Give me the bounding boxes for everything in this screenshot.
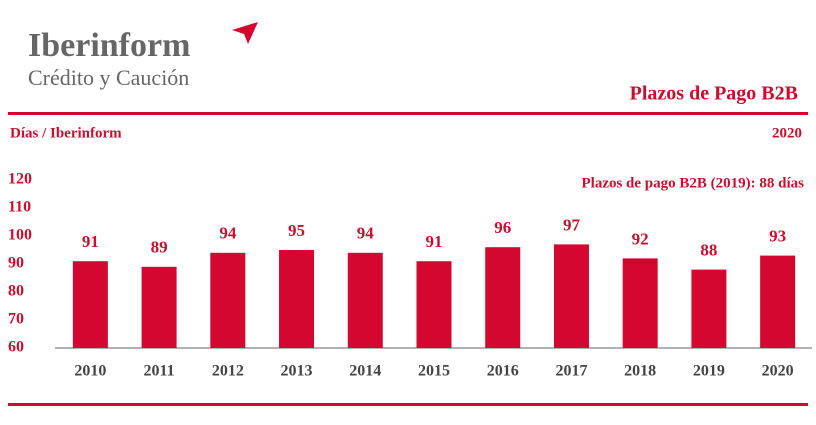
x-tick-label: 2015 bbox=[418, 363, 450, 380]
chart-subtitle: Días / Iberinform bbox=[10, 125, 122, 141]
bar bbox=[553, 244, 589, 348]
bottom-rule bbox=[8, 403, 808, 406]
data-label: 96 bbox=[494, 218, 511, 237]
data-label: 93 bbox=[769, 227, 786, 246]
data-label: 91 bbox=[426, 232, 443, 251]
data-label: 95 bbox=[288, 221, 305, 240]
logo-tagline: Crédito y Caución bbox=[28, 65, 189, 90]
bar bbox=[210, 252, 246, 348]
data-label: 94 bbox=[219, 224, 237, 243]
y-tick-label: 70 bbox=[8, 311, 24, 328]
x-tick-label: 2018 bbox=[624, 363, 656, 380]
data-label: 97 bbox=[563, 215, 581, 234]
data-label: 92 bbox=[632, 229, 649, 248]
chart-title: Plazos de Pago B2B bbox=[630, 83, 798, 105]
x-tick-label: 2020 bbox=[762, 363, 794, 380]
x-tick-label: 2012 bbox=[212, 363, 244, 380]
logo-mark bbox=[232, 22, 258, 44]
bar bbox=[760, 255, 796, 348]
bar bbox=[691, 269, 727, 348]
data-label: 94 bbox=[357, 224, 375, 243]
data-label: 91 bbox=[82, 232, 99, 251]
y-tick-label: 100 bbox=[8, 227, 32, 244]
y-tick-label: 60 bbox=[8, 339, 24, 356]
data-label: 89 bbox=[151, 238, 168, 257]
bar bbox=[485, 247, 521, 348]
top-rule bbox=[8, 112, 808, 115]
bar bbox=[72, 261, 108, 348]
bar bbox=[279, 250, 315, 348]
data-label: 88 bbox=[700, 241, 717, 260]
x-tick-label: 2017 bbox=[555, 363, 587, 380]
bar bbox=[416, 261, 452, 348]
x-tick-label: 2016 bbox=[487, 363, 519, 380]
logo-name: Iberinform bbox=[28, 27, 190, 64]
chart-year: 2020 bbox=[772, 125, 802, 141]
bar bbox=[141, 266, 177, 348]
y-tick-label: 80 bbox=[8, 283, 24, 300]
x-tick-label: 2014 bbox=[349, 363, 381, 380]
y-tick-label: 110 bbox=[8, 199, 31, 216]
annotation: Plazos de pago B2B (2019): 88 días bbox=[581, 175, 804, 191]
x-tick-label: 2011 bbox=[144, 363, 175, 380]
bar bbox=[347, 252, 383, 348]
y-tick-label: 120 bbox=[8, 171, 32, 188]
x-tick-label: 2019 bbox=[693, 363, 725, 380]
bar bbox=[622, 258, 658, 348]
x-tick-label: 2013 bbox=[281, 363, 313, 380]
y-tick-label: 90 bbox=[8, 255, 24, 272]
x-tick-label: 2010 bbox=[74, 363, 106, 380]
